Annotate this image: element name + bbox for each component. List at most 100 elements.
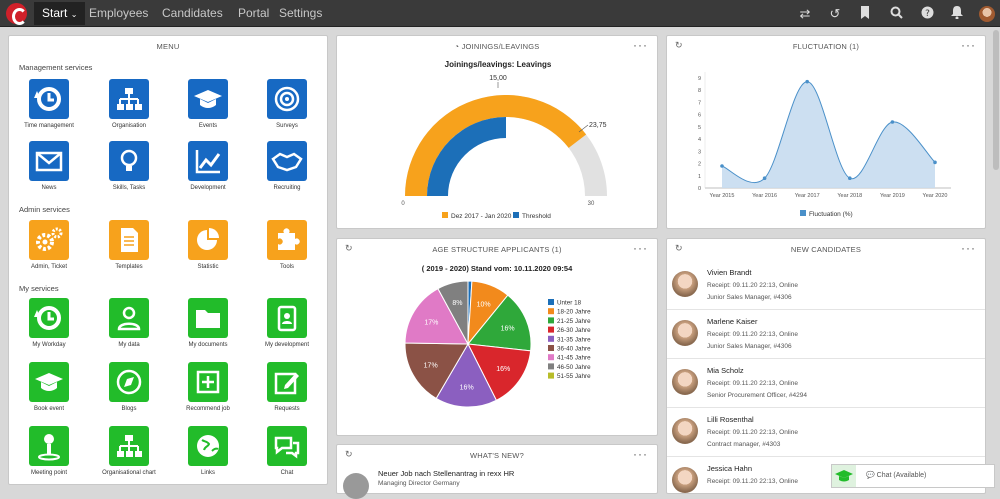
refresh-icon[interactable]: ↻ [675, 243, 683, 253]
nav-portal[interactable]: Portal [238, 6, 270, 20]
candidate-name[interactable]: Vivien Brandt [707, 268, 752, 277]
tile-surveys[interactable]: Surveys [249, 79, 325, 129]
tile-box[interactable] [267, 141, 307, 181]
tile-box[interactable] [267, 79, 307, 119]
tile-links[interactable]: Links [170, 426, 246, 476]
rexx-logo-icon[interactable] [6, 3, 27, 25]
tile-my-data[interactable]: My data [91, 298, 167, 348]
more-options-icon[interactable]: ··· [633, 241, 648, 255]
candidate-row[interactable]: Marlene Kaiser Receipt: 09.11.20 22:13, O… [667, 310, 985, 359]
pie-legend-item[interactable]: 51-55 Jahre [557, 373, 591, 380]
tile-box[interactable] [188, 426, 228, 466]
more-options-icon[interactable]: ··· [961, 241, 976, 255]
refresh-icon[interactable]: ↻ [345, 449, 353, 459]
more-options-icon[interactable]: ··· [633, 447, 648, 461]
tile-box[interactable] [109, 298, 149, 338]
tile-box[interactable] [29, 141, 69, 181]
tile-box[interactable] [109, 426, 149, 466]
pie-legend-item[interactable]: 41-45 Jahre [557, 355, 591, 362]
tile-box[interactable] [109, 362, 149, 402]
help-icon[interactable]: ? [919, 6, 935, 22]
tile-blogs[interactable]: Blogs [91, 362, 167, 412]
pie-slice[interactable] [467, 294, 532, 352]
tile-box[interactable] [267, 298, 307, 338]
tile-recruiting[interactable]: Recruiting [249, 141, 325, 191]
tile-box[interactable] [188, 298, 228, 338]
pie-slice[interactable] [404, 287, 469, 345]
candidate-row[interactable]: Mia Scholz Receipt: 09.11.20 22:13, Onlin… [667, 359, 985, 408]
bookmark-icon[interactable] [857, 6, 873, 22]
search-icon[interactable] [888, 6, 904, 22]
tile-box[interactable] [109, 79, 149, 119]
tile-box[interactable] [109, 141, 149, 181]
tile-my-documents[interactable]: My documents [170, 298, 246, 348]
pie-slice[interactable] [435, 342, 498, 408]
tile-organisational-chart[interactable]: Organisational chart [91, 426, 167, 476]
tile-events[interactable]: Events [170, 79, 246, 129]
pie-slice[interactable] [404, 342, 469, 400]
fluctuation-point[interactable] [762, 176, 767, 181]
tile-box[interactable] [188, 79, 228, 119]
news-headline[interactable]: Neuer Job nach Stellenantrag in rexx HR [378, 469, 515, 478]
tile-box[interactable] [188, 220, 228, 260]
refresh-icon[interactable]: ↻ [345, 243, 353, 253]
tile-box[interactable] [188, 362, 228, 402]
user-avatar[interactable] [979, 6, 995, 22]
tile-box[interactable] [29, 426, 69, 466]
tile-box[interactable] [188, 141, 228, 181]
pie-legend-item[interactable]: 26-30 Jahre [557, 327, 591, 334]
candidate-name[interactable]: Jessica Hahn [707, 464, 753, 473]
fluctuation-point[interactable] [848, 176, 852, 181]
fluctuation-point[interactable] [805, 79, 809, 84]
history-icon[interactable]: ↺ [829, 6, 841, 21]
pie-slice[interactable] [467, 343, 532, 401]
gauge-legend-series[interactable]: Dez 2017 - Jan 2020 [451, 213, 512, 220]
gauge-legend-threshold[interactable]: Threshold [522, 213, 551, 220]
start-menu-button[interactable]: Start ⌄ [34, 2, 86, 25]
pie-legend-item[interactable]: 36-40 Jahre [557, 346, 591, 353]
tile-chat[interactable]: Chat [249, 426, 325, 476]
more-options-icon[interactable]: ··· [961, 38, 976, 52]
tile-requests[interactable]: Requests [249, 362, 325, 412]
pie-legend-item[interactable]: 31-35 Jahre [557, 336, 591, 343]
fluctuation-point[interactable] [720, 164, 724, 168]
tile-development[interactable]: Development [170, 141, 246, 191]
tile-meeting-point[interactable]: Meeting point [11, 426, 87, 476]
fluctuation-point[interactable] [890, 120, 895, 124]
tile-recommend-job[interactable]: Recommend job [170, 362, 246, 412]
tile-my-workday[interactable]: My Workday [11, 298, 87, 348]
tile-book-event[interactable]: Book event [11, 362, 87, 412]
tile-time-management[interactable]: Time management [11, 79, 87, 129]
tile-box[interactable] [29, 79, 69, 119]
nav-employees[interactable]: Employees [89, 6, 149, 20]
tile-box[interactable] [29, 298, 69, 338]
page-scrollbar[interactable] [993, 30, 999, 170]
refresh-icon[interactable]: ↻ [675, 40, 683, 50]
candidate-name[interactable]: Lilli Rosenthal [707, 415, 754, 424]
tile-tools[interactable]: Tools [249, 220, 325, 270]
more-options-icon[interactable]: ··· [633, 38, 648, 52]
nav-candidates[interactable]: Candidates [162, 6, 223, 20]
nav-settings[interactable]: Settings [279, 6, 323, 20]
candidate-name[interactable]: Marlene Kaiser [707, 317, 758, 326]
tile-admin-ticket[interactable]: Admin, Ticket [11, 220, 87, 270]
switch-icon[interactable]: ⇄ [799, 6, 811, 21]
tile-box[interactable] [29, 362, 69, 402]
tile-organisation[interactable]: Organisation [91, 79, 167, 129]
fluctuation-legend[interactable]: Fluctuation (%) [809, 211, 853, 218]
tile-box[interactable] [109, 220, 149, 260]
notifications-bell-icon[interactable] [949, 6, 965, 22]
tile-skills-tasks[interactable]: Skills, Tasks [91, 141, 167, 191]
tile-news[interactable]: News [11, 141, 87, 191]
pie-legend-item[interactable]: 21-25 Jahre [557, 318, 591, 325]
tile-box[interactable] [267, 220, 307, 260]
pie-slice[interactable] [437, 280, 469, 345]
tile-box[interactable] [29, 220, 69, 260]
tile-box[interactable] [267, 362, 307, 402]
candidate-row[interactable]: Vivien Brandt Receipt: 09.11.20 22:13, On… [667, 261, 985, 310]
candidate-name[interactable]: Mia Scholz [707, 366, 744, 375]
pie-legend-item[interactable]: 46-50 Jahre [557, 364, 591, 371]
chat-bar[interactable]: 💬 Chat (Available) [831, 464, 995, 488]
graduation-cap-icon[interactable] [832, 465, 856, 487]
pie-legend-item[interactable]: Unter 18 [557, 300, 582, 307]
